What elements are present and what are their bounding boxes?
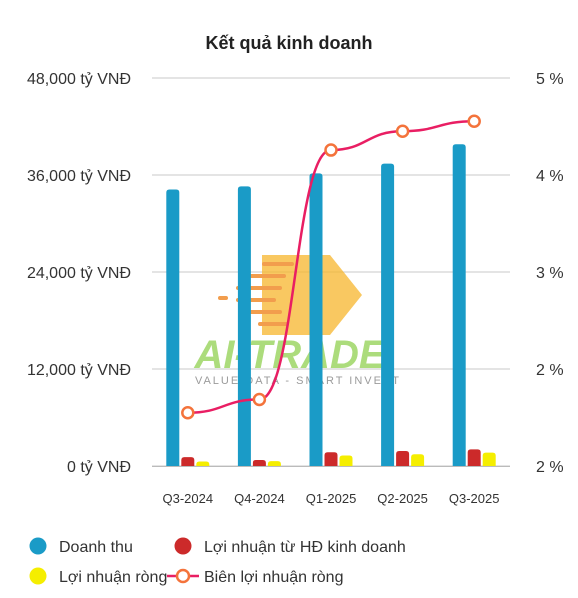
watermark-tagline: VALUE DATA - SMART INVEST: [195, 375, 401, 387]
left-axis-tick-label: 48,000 tỷ VNĐ: [27, 71, 131, 88]
x-axis-tick-label: Q3-2025: [449, 491, 500, 506]
left-axis-tick-label: 12,000 tỷ VNĐ: [27, 362, 131, 379]
legend-label: Doanh thu: [59, 539, 133, 556]
left-axis-tick-label: 24,000 tỷ VNĐ: [27, 265, 131, 282]
operating-profit-bar: [181, 457, 195, 466]
x-axis-tick-label: Q1-2025: [306, 491, 357, 506]
right-axis-tick-label: 4 %: [536, 168, 564, 185]
x-axis-tick-label: Q2-2025: [377, 491, 428, 506]
legend-label: Biên lợi nhuận ròng: [204, 569, 343, 586]
right-axis-tick-label: 2 %: [536, 459, 564, 476]
legend: Doanh thu Lợi nhuận từ HĐ kinh doanh Lợi n…: [29, 537, 406, 586]
margin-line: [187, 119, 475, 415]
margin-marker: [395, 124, 410, 138]
x-axis-tick-label: Q3-2024: [163, 491, 214, 506]
legend-item-revenue: Doanh thu: [29, 537, 133, 556]
legend-item-operating-profit: Lợi nhuận từ HĐ kinh doanh: [174, 537, 406, 556]
margin-marker: [252, 392, 267, 407]
operating-profit-bar: [324, 452, 338, 466]
operating-profit-bar: [252, 459, 266, 466]
chart-title: Kết quả kinh doanh: [205, 33, 372, 53]
net-profit-bar: [339, 455, 353, 466]
revenue-bar: [452, 144, 466, 467]
legend-swatch: [174, 537, 192, 555]
operating-profit-bar: [467, 449, 481, 466]
revenue-bar: [166, 189, 180, 467]
margin-marker: [324, 143, 338, 157]
left-axis-tick-label: 0 tỷ VNĐ: [67, 459, 131, 476]
legend-item-net-margin: Biên lợi nhuận ròng: [167, 568, 343, 586]
left-axis-tick-label: 36,000 tỷ VNĐ: [27, 168, 131, 185]
x-axis-tick-label: Q4-2024: [234, 491, 285, 506]
margin-line-layer: [181, 114, 481, 420]
net-profit-bar: [482, 452, 496, 466]
right-axis-tick-label: 3 %: [536, 265, 564, 282]
watermark-logo: AI-TRADE VALUE DATA - SMART INVEST: [193, 255, 401, 387]
bars-layer: [166, 144, 496, 467]
revenue-bar: [381, 163, 395, 466]
right-axis-tick-label: 2 %: [536, 362, 564, 379]
legend-label: Lợi nhuận từ HĐ kinh doanh: [204, 539, 406, 556]
right-axis-tick-label: 5 %: [536, 71, 564, 88]
revenue-bar: [309, 173, 323, 466]
revenue-bar: [237, 186, 251, 467]
watermark-brand: AI-TRADE: [193, 333, 386, 377]
legend-item-net-profit: Lợi nhuận ròng: [29, 567, 167, 586]
legend-label: Lợi nhuận ròng: [59, 569, 167, 586]
net-profit-bar: [196, 461, 210, 466]
margin-marker: [467, 114, 481, 128]
legend-marker-swatch: [175, 568, 191, 584]
legend-swatch: [29, 537, 47, 555]
operating-profit-bar: [396, 451, 410, 466]
legend-swatch: [29, 567, 47, 585]
net-profit-bar: [267, 461, 281, 466]
margin-marker: [181, 406, 195, 420]
net-profit-bar: [411, 454, 425, 466]
